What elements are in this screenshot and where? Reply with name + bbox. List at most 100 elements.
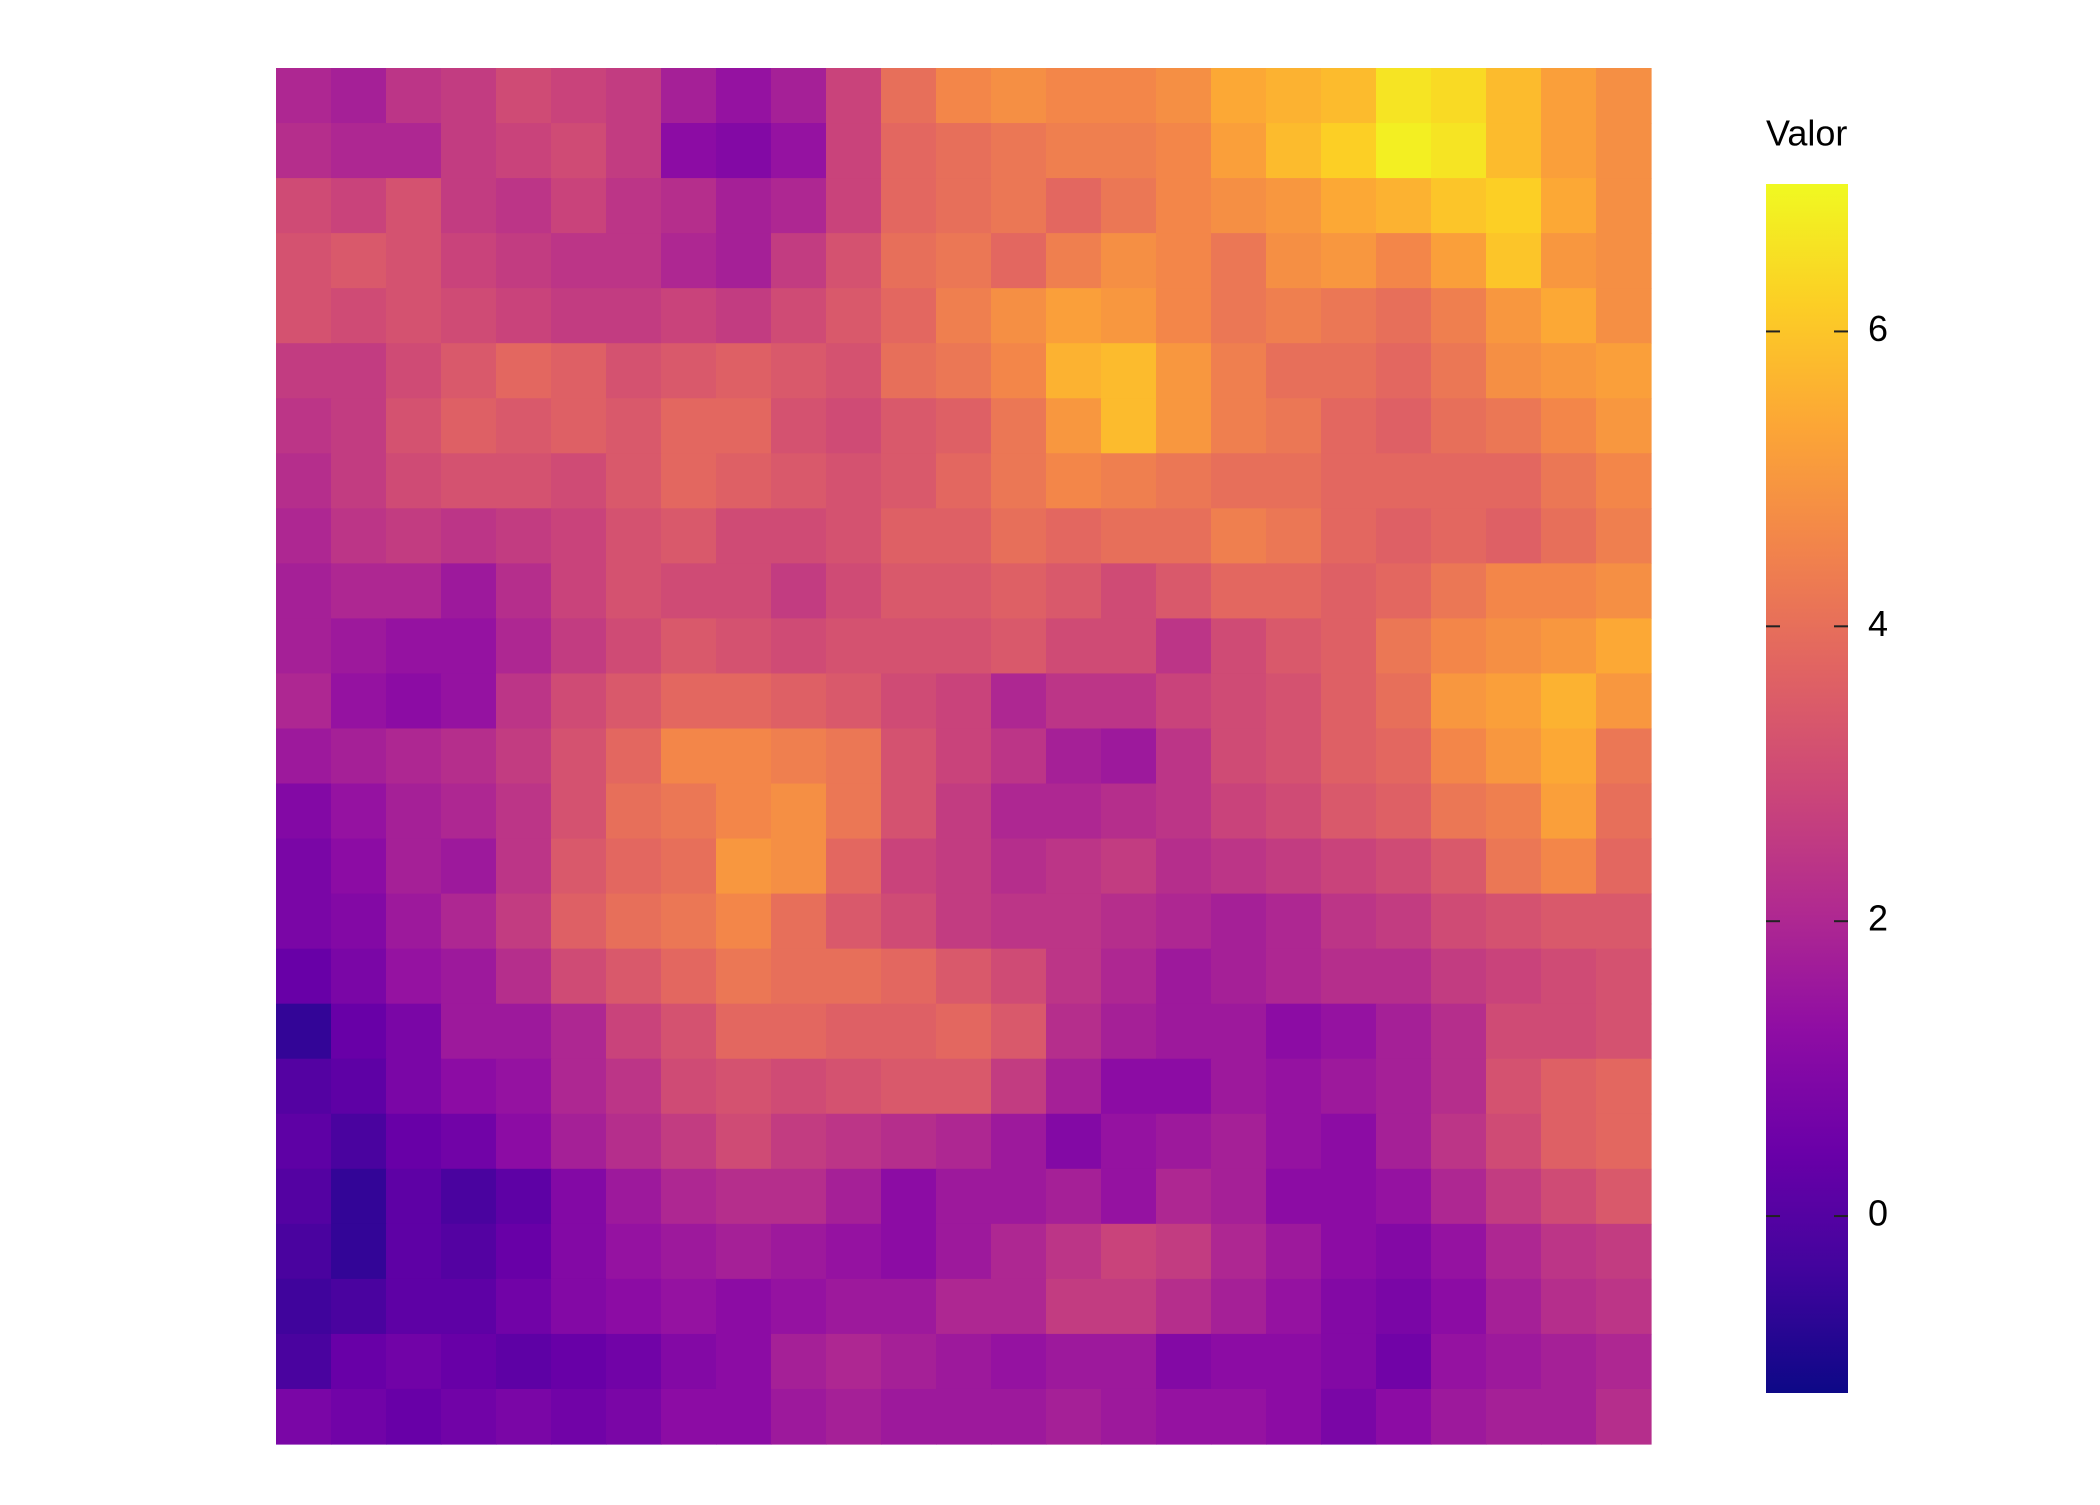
heat-cell	[1211, 1113, 1267, 1170]
heat-cell	[991, 1003, 1047, 1060]
heat-cell	[1486, 123, 1542, 179]
heat-cell	[1211, 233, 1267, 289]
heat-cell	[771, 1278, 827, 1335]
heat-cell	[1156, 178, 1212, 234]
heat-cell	[1211, 618, 1267, 675]
heat-cell	[331, 178, 387, 234]
heat-cell	[386, 508, 442, 564]
heat-cell	[276, 948, 332, 1005]
heat-cell	[331, 123, 387, 179]
heat-cell	[606, 1168, 662, 1225]
heat-cell	[1101, 508, 1157, 564]
heat-cell	[1541, 1223, 1597, 1280]
heat-cell	[1596, 1003, 1652, 1060]
heat-cell	[1541, 838, 1597, 895]
heat-cell	[1156, 893, 1212, 950]
heat-cell	[881, 398, 937, 454]
heat-cell	[991, 838, 1047, 895]
heat-cell	[1321, 1388, 1377, 1445]
heat-cell	[661, 838, 717, 895]
heat-cell	[1266, 68, 1322, 124]
heat-cell	[1486, 948, 1542, 1005]
heat-cell	[331, 673, 387, 730]
heat-cell	[386, 783, 442, 840]
heat-cell	[276, 1058, 332, 1115]
colorbar-tick-label: 2	[1868, 898, 1888, 939]
heat-cell	[1541, 398, 1597, 454]
heat-cell	[1321, 453, 1377, 509]
heat-cell	[1431, 1003, 1487, 1060]
heat-cell	[551, 1168, 607, 1225]
heat-cell	[496, 1333, 552, 1390]
heat-cell	[1321, 288, 1377, 344]
heat-cell	[881, 1113, 937, 1170]
heat-cell	[1101, 1223, 1157, 1280]
heat-cell	[1156, 728, 1212, 785]
heat-cell	[1541, 1058, 1597, 1115]
heat-cell	[771, 838, 827, 895]
heat-cell	[1211, 343, 1267, 399]
heat-cell	[496, 178, 552, 234]
heat-cell	[1101, 398, 1157, 454]
heat-cell	[276, 783, 332, 840]
heat-cell	[1541, 178, 1597, 234]
heat-cell	[1596, 398, 1652, 454]
heat-cell	[1266, 1168, 1322, 1225]
heat-cell	[1156, 1278, 1212, 1335]
heat-cell	[386, 1003, 442, 1060]
heat-cell	[1211, 1223, 1267, 1280]
heat-cell	[826, 1388, 882, 1445]
heat-cell	[276, 1168, 332, 1225]
heat-cell	[1211, 893, 1267, 950]
heat-cell	[661, 1113, 717, 1170]
heat-cell	[441, 453, 497, 509]
heat-cell	[1101, 233, 1157, 289]
heat-cell	[991, 673, 1047, 730]
heat-cell	[1596, 563, 1652, 619]
heat-cell	[716, 1223, 772, 1280]
heat-cell	[881, 508, 937, 564]
heat-cell	[1541, 288, 1597, 344]
heat-cell	[991, 1333, 1047, 1390]
colorbar-tick-label: 4	[1868, 603, 1888, 644]
heat-cell	[771, 453, 827, 509]
heat-cell	[991, 1058, 1047, 1115]
heat-cell	[1101, 618, 1157, 675]
heat-cell	[1486, 563, 1542, 619]
heat-cell	[551, 343, 607, 399]
heat-cell	[1101, 948, 1157, 1005]
heat-cell	[716, 783, 772, 840]
heat-cell	[551, 288, 607, 344]
heat-cell	[496, 618, 552, 675]
heat-cell	[496, 398, 552, 454]
heat-cell	[1101, 123, 1157, 179]
heat-cell	[661, 233, 717, 289]
legend-title: Valor	[1766, 113, 1847, 154]
heat-cell	[716, 178, 772, 234]
heat-cell	[661, 1058, 717, 1115]
heat-cell	[331, 453, 387, 509]
heat-cell	[1211, 673, 1267, 730]
heat-cell	[1486, 1388, 1542, 1445]
heat-cell	[276, 563, 332, 619]
heat-cell	[1486, 398, 1542, 454]
heat-cell	[551, 618, 607, 675]
heat-cell	[386, 68, 442, 124]
heat-cell	[1211, 783, 1267, 840]
heat-cell	[1376, 1003, 1432, 1060]
heat-cell	[771, 1113, 827, 1170]
heat-cell	[606, 1003, 662, 1060]
heat-cell	[661, 783, 717, 840]
heat-cell	[1596, 893, 1652, 950]
heat-cell	[991, 948, 1047, 1005]
heat-cell	[441, 563, 497, 619]
heat-cell	[331, 1223, 387, 1280]
heat-cell	[716, 1168, 772, 1225]
heat-cell	[1321, 948, 1377, 1005]
heat-cell	[1101, 1003, 1157, 1060]
heat-cell	[936, 1388, 992, 1445]
heat-cell	[826, 673, 882, 730]
heat-cell	[1101, 1333, 1157, 1390]
heat-cell	[1376, 563, 1432, 619]
heat-cell	[661, 563, 717, 619]
